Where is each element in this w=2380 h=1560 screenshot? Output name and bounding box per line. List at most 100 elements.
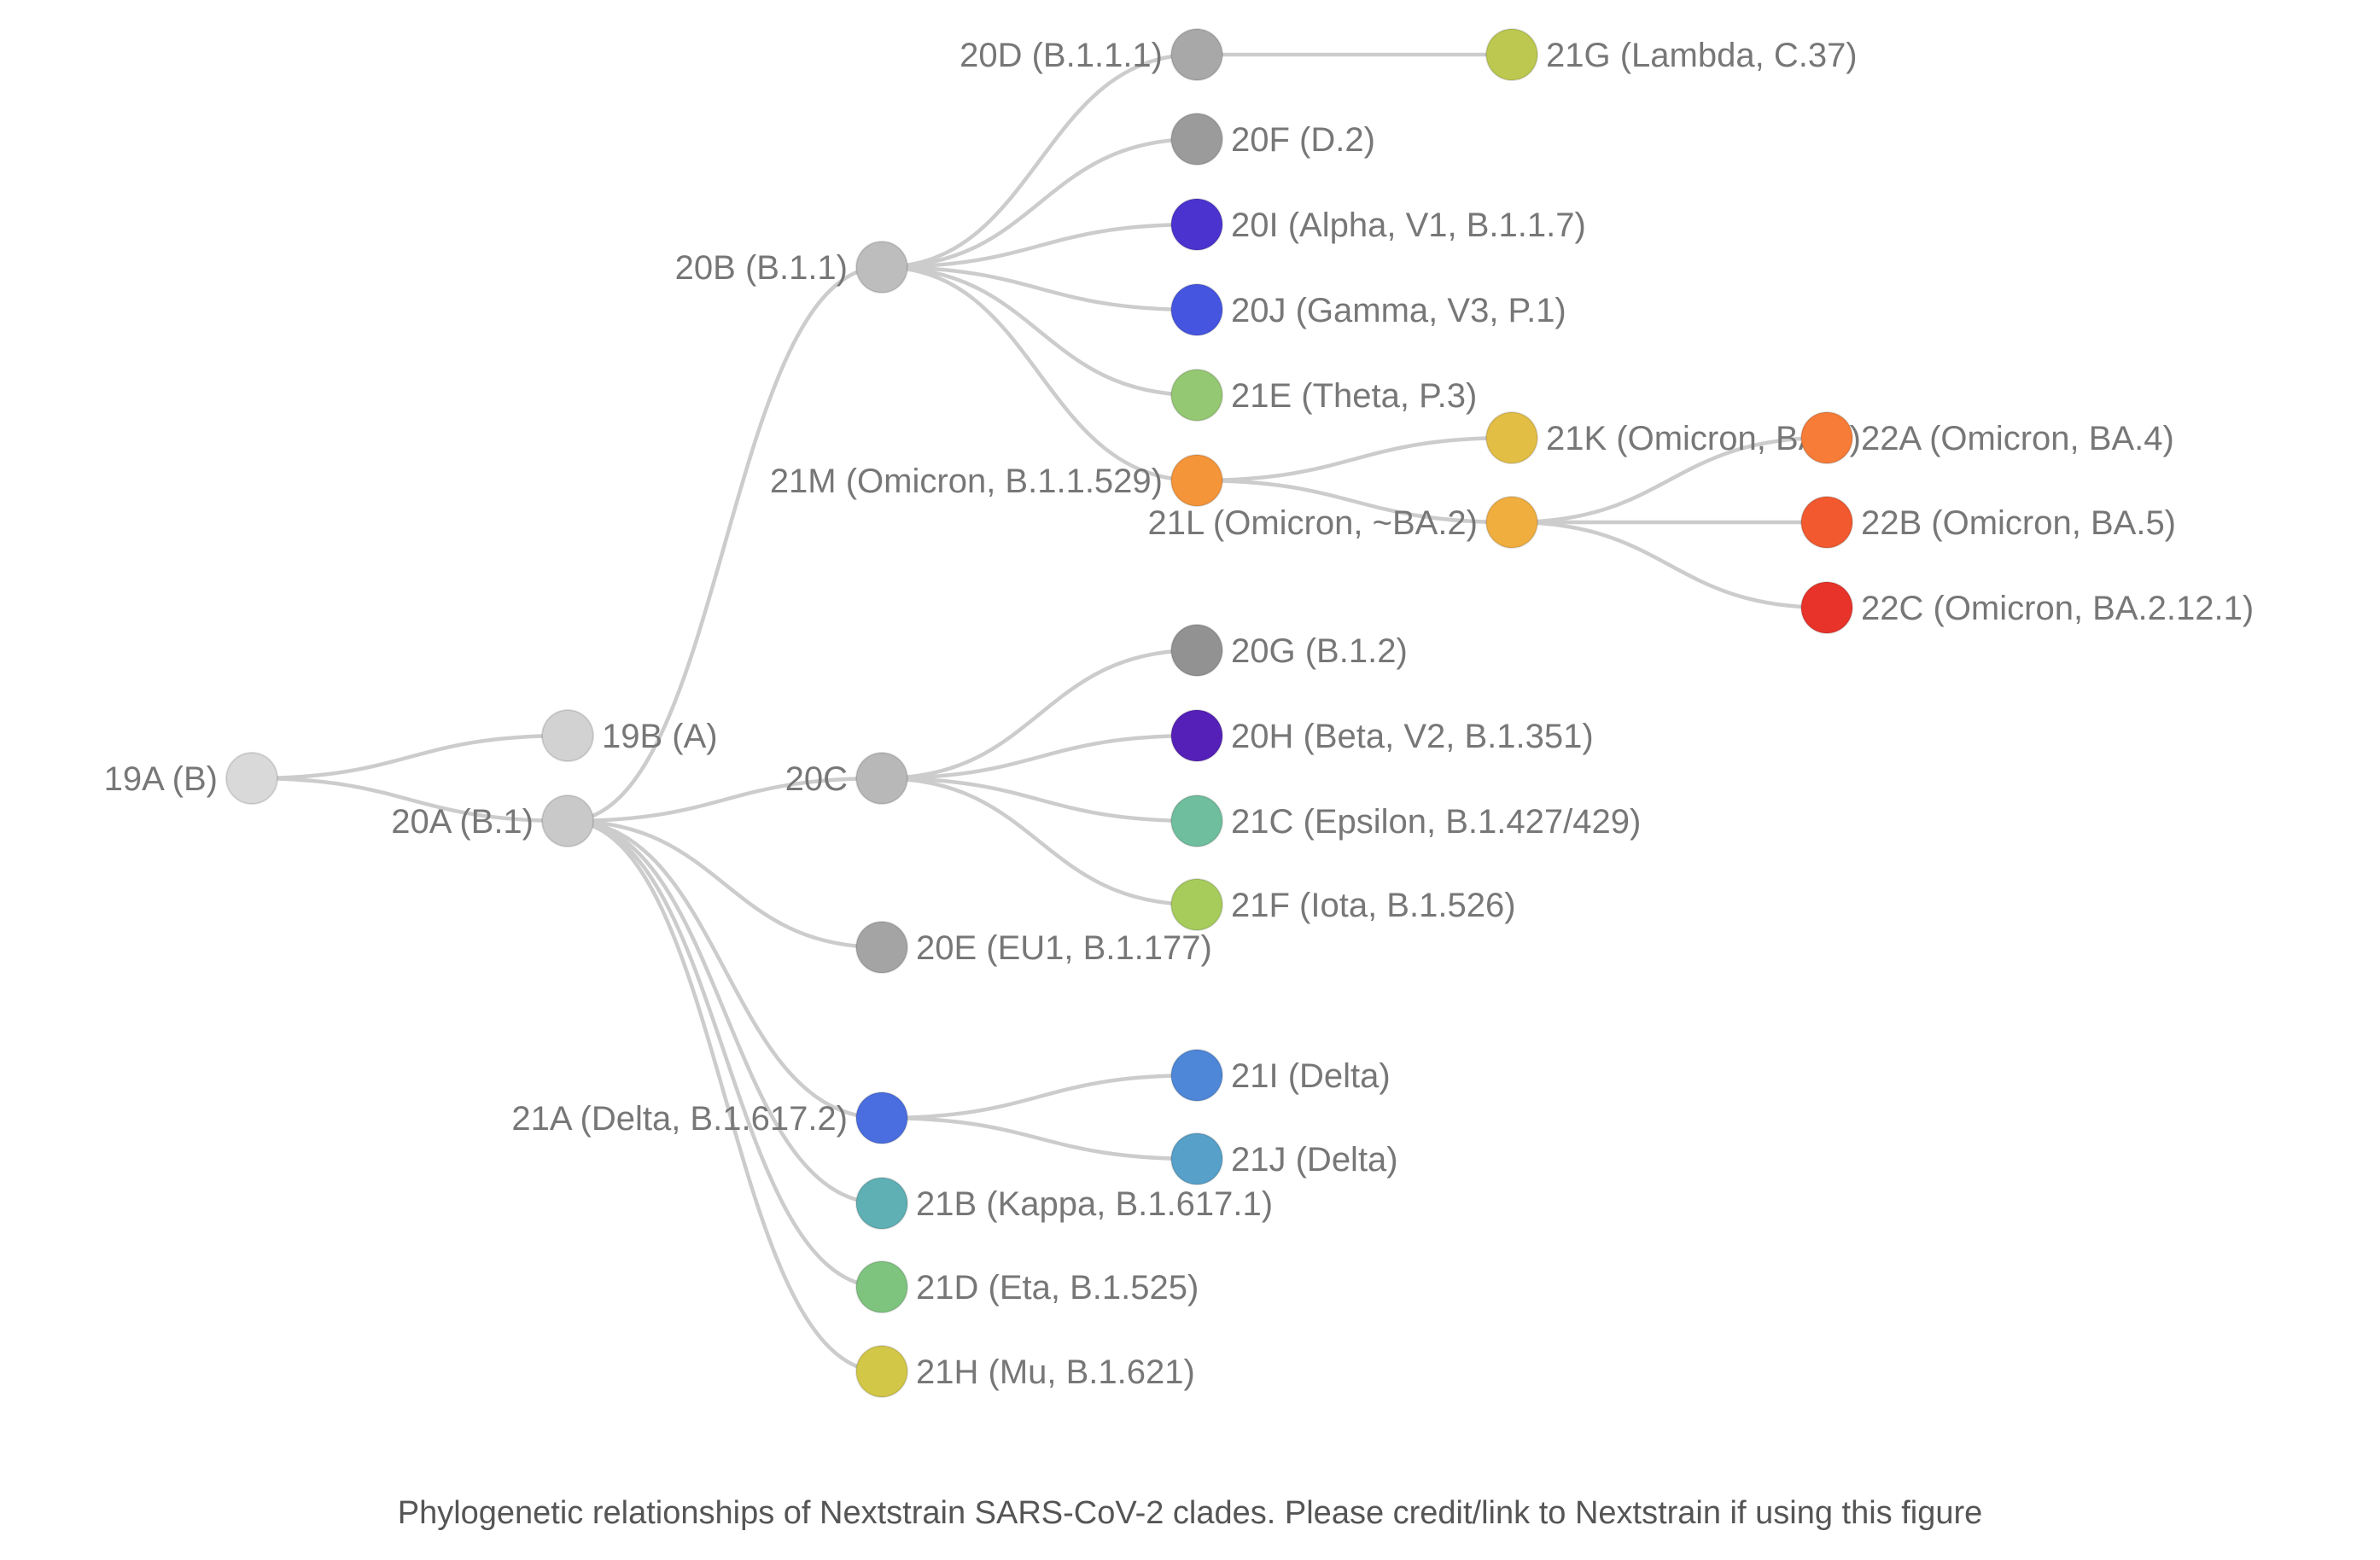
clade-node-22b[interactable]: 22B (Omicron, BA.5) — [1800, 496, 2176, 549]
clade-label-21i: 21I (Delta) — [1231, 1057, 1391, 1095]
edge-20a-to-21d — [567, 818, 883, 1289]
clade-label-21a: 21A (Delta, B.1.617.2) — [511, 1100, 848, 1138]
clade-label-20j: 20J (Gamma, V3, P.1) — [1231, 292, 1566, 329]
clade-dot-21f[interactable] — [1170, 878, 1223, 931]
clade-label-22b: 22B (Omicron, BA.5) — [1861, 504, 2176, 542]
clade-dot-21b[interactable] — [855, 1177, 908, 1230]
clade-node-22c[interactable]: 22C (Omicron, BA.2.12.1) — [1800, 581, 2254, 634]
clade-dot-20f[interactable] — [1170, 113, 1223, 166]
clade-label-21m: 21M (Omicron, B.1.1.529) — [770, 463, 1163, 500]
nodes-layer: 19A (B) 19B (A) 20A (B.1) 20B (B.1.1) 20C 20E… — [104, 28, 2254, 1398]
clade-node-21a[interactable]: 21A (Delta, B.1.617.2) — [511, 1091, 908, 1144]
clade-dot-21i[interactable] — [1170, 1049, 1223, 1102]
clade-dot-21k[interactable] — [1485, 411, 1538, 464]
edge-21l-to-22c — [1511, 520, 1828, 610]
clade-node-20a[interactable]: 20A (B.1) — [391, 795, 594, 847]
clade-node-20b[interactable]: 20B (B.1.1) — [675, 241, 908, 294]
clade-node-21d[interactable]: 21D (Eta, B.1.525) — [855, 1260, 1199, 1313]
clade-label-21f: 21F (Iota, B.1.526) — [1231, 887, 1516, 924]
clade-dot-21c[interactable] — [1170, 795, 1223, 847]
clade-label-21h: 21H (Mu, B.1.621) — [916, 1353, 1195, 1391]
clade-dot-20i[interactable] — [1170, 198, 1223, 251]
clade-dot-21h[interactable] — [855, 1345, 908, 1398]
clade-dot-21e[interactable] — [1170, 369, 1223, 422]
clade-dot-21j[interactable] — [1170, 1132, 1223, 1185]
clade-node-19a[interactable]: 19A (B) — [104, 752, 278, 805]
clade-node-21j[interactable]: 21J (Delta) — [1170, 1132, 1398, 1185]
clade-node-20f[interactable]: 20F (D.2) — [1170, 113, 1375, 166]
clade-node-21l[interactable]: 21L (Omicron, ~BA.2) — [1148, 496, 1538, 549]
clade-node-20d[interactable]: 20D (B.1.1.1) — [960, 28, 1223, 81]
edge-20a-to-21b — [567, 818, 883, 1206]
clade-node-20g[interactable]: 20G (B.1.2) — [1170, 624, 1408, 677]
clade-dot-22b[interactable] — [1800, 496, 1853, 549]
clade-dot-20d[interactable] — [1170, 28, 1223, 81]
edge-20a-to-21h — [567, 818, 883, 1374]
clade-label-22c: 22C (Omicron, BA.2.12.1) — [1861, 590, 2254, 627]
figure-caption: Phylogenetic relationships of Nextstrain… — [397, 1495, 1983, 1531]
edge-20b-to-20f — [881, 137, 1198, 270]
clade-node-22a[interactable]: 22A (Omicron, BA.4) — [1800, 411, 2174, 464]
clade-node-20c[interactable]: 20C — [785, 752, 908, 805]
clade-label-20g: 20G (B.1.2) — [1231, 632, 1408, 670]
clade-dot-21d[interactable] — [855, 1260, 908, 1313]
clade-node-21f[interactable]: 21F (Iota, B.1.526) — [1170, 878, 1516, 931]
clade-node-21b[interactable]: 21B (Kappa, B.1.617.1) — [855, 1177, 1273, 1230]
clade-dot-20h[interactable] — [1170, 709, 1223, 762]
edge-20b-to-21m — [881, 265, 1198, 483]
clade-label-20i: 20I (Alpha, V1, B.1.1.7) — [1231, 207, 1586, 244]
clade-node-21c[interactable]: 21C (Epsilon, B.1.427/429) — [1170, 795, 1641, 847]
edge-20a-to-20c — [567, 776, 883, 824]
clade-dot-21a[interactable] — [855, 1091, 908, 1144]
clade-node-21g[interactable]: 21G (Lambda, C.37) — [1485, 28, 1858, 81]
clade-label-20a: 20A (B.1) — [391, 803, 534, 841]
edge-20c-to-21c — [881, 776, 1198, 824]
edge-20c-to-20h — [881, 733, 1198, 781]
clade-dot-20b[interactable] — [855, 241, 908, 294]
clade-dot-20a[interactable] — [541, 795, 594, 847]
clade-node-21e[interactable]: 21E (Theta, P.3) — [1170, 369, 1477, 422]
clade-label-21b: 21B (Kappa, B.1.617.1) — [916, 1185, 1273, 1223]
edge-21m-to-21l — [1196, 478, 1513, 525]
clade-dot-21m[interactable] — [1170, 454, 1223, 507]
clade-dot-22a[interactable] — [1800, 411, 1853, 464]
clade-label-20h: 20H (Beta, V2, B.1.351) — [1231, 718, 1594, 755]
clade-node-21m[interactable]: 21M (Omicron, B.1.1.529) — [770, 454, 1223, 507]
clade-dot-20g[interactable] — [1170, 624, 1223, 677]
edge-20b-to-20j — [881, 265, 1198, 312]
clade-label-20c: 20C — [785, 760, 848, 798]
edge-20c-to-21f — [881, 776, 1198, 907]
clade-label-21l: 21L (Omicron, ~BA.2) — [1148, 504, 1478, 542]
edge-20a-to-20e — [567, 818, 883, 950]
edge-21a-to-21i — [881, 1073, 1198, 1121]
clade-node-20e[interactable]: 20E (EU1, B.1.177) — [855, 921, 1212, 974]
clade-dot-19a[interactable] — [225, 752, 278, 805]
clade-dot-19b[interactable] — [541, 709, 594, 762]
clade-label-21g: 21G (Lambda, C.37) — [1546, 37, 1858, 74]
clade-node-19b[interactable]: 19B (A) — [541, 709, 718, 762]
clade-node-20j[interactable]: 20J (Gamma, V3, P.1) — [1170, 283, 1566, 336]
clade-label-21c: 21C (Epsilon, B.1.427/429) — [1231, 803, 1641, 841]
clade-dot-20c[interactable] — [855, 752, 908, 805]
clade-label-19a: 19A (B) — [104, 760, 218, 798]
clade-label-21e: 21E (Theta, P.3) — [1231, 377, 1477, 415]
edges-layer — [251, 52, 1828, 1374]
clade-label-22a: 22A (Omicron, BA.4) — [1861, 420, 2174, 457]
clade-node-20i[interactable]: 20I (Alpha, V1, B.1.1.7) — [1170, 198, 1586, 251]
clade-node-21i[interactable]: 21I (Delta) — [1170, 1049, 1391, 1102]
edge-21l-to-22a — [1511, 435, 1828, 525]
clade-dot-21l[interactable] — [1485, 496, 1538, 549]
clade-dot-21g[interactable] — [1485, 28, 1538, 81]
clade-label-20f: 20F (D.2) — [1231, 121, 1375, 159]
clade-dot-20j[interactable] — [1170, 283, 1223, 336]
edge-20c-to-20g — [881, 648, 1198, 781]
edge-20b-to-20d — [881, 52, 1198, 270]
clade-label-20e: 20E (EU1, B.1.177) — [916, 929, 1212, 967]
clade-node-21h[interactable]: 21H (Mu, B.1.621) — [855, 1345, 1195, 1398]
clade-dot-22c[interactable] — [1800, 581, 1853, 634]
clade-node-20h[interactable]: 20H (Beta, V2, B.1.351) — [1170, 709, 1594, 762]
clade-dot-20e[interactable] — [855, 921, 908, 974]
clade-label-21j: 21J (Delta) — [1231, 1141, 1398, 1179]
clade-label-19b: 19B (A) — [602, 718, 718, 755]
